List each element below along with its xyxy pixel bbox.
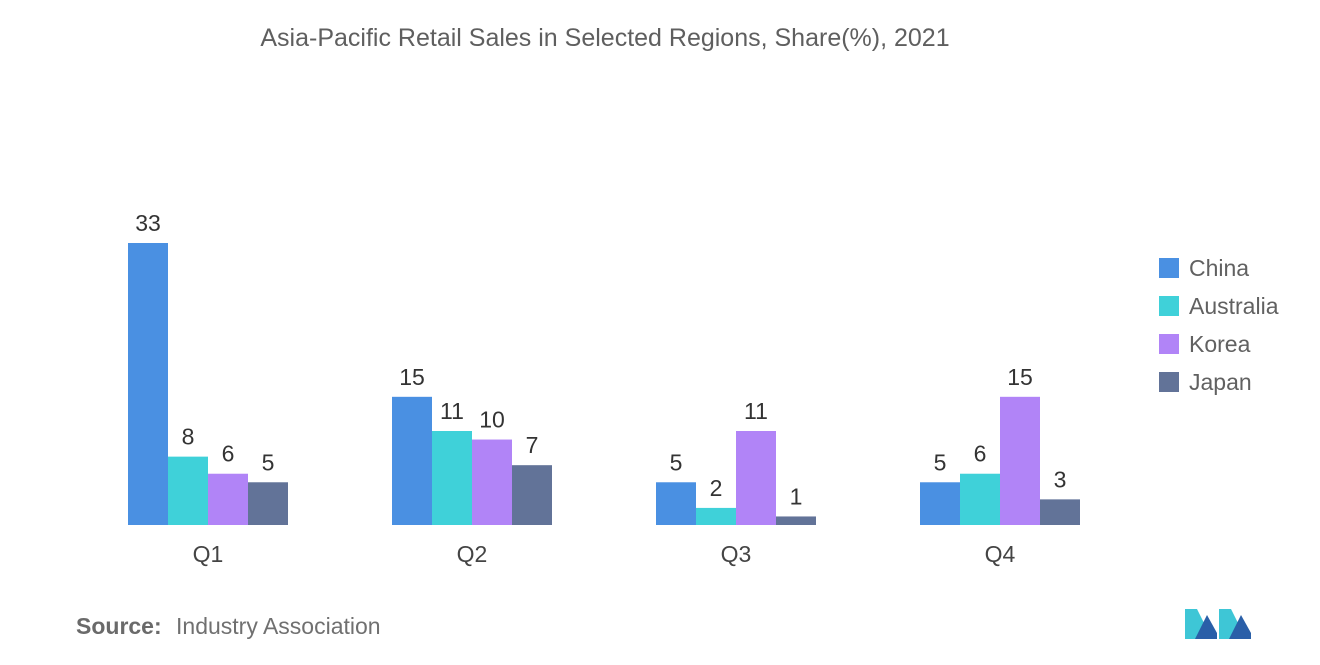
bar-japan-q1 — [248, 482, 288, 525]
x-tick-label-q3: Q3 — [721, 541, 752, 567]
data-label-china-q1: 33 — [135, 210, 161, 236]
data-label-china-q2: 15 — [399, 364, 425, 390]
data-label-australia-q3: 2 — [710, 475, 723, 501]
legend-swatch — [1159, 334, 1179, 354]
bar-korea-q1 — [208, 473, 248, 525]
bar-australia-q2 — [432, 431, 472, 525]
legend-label: Japan — [1189, 368, 1252, 395]
legend-label: Australia — [1189, 292, 1279, 319]
data-label-australia-q2: 11 — [440, 398, 464, 424]
data-label-japan-q1: 5 — [262, 449, 275, 475]
legend-item-australia: Australia — [1159, 287, 1278, 325]
bar-japan-q2 — [512, 465, 552, 525]
chart-title: Asia-Pacific Retail Sales in Selected Re… — [260, 24, 950, 52]
data-label-korea-q4: 15 — [1007, 364, 1033, 390]
mordor-logo-icon — [1185, 609, 1251, 639]
data-label-korea-q3: 11 — [744, 398, 768, 424]
bar-korea-q3 — [736, 431, 776, 525]
bar-korea-q4 — [1000, 396, 1040, 525]
bar-china-q4 — [920, 482, 960, 525]
legend-item-korea: Korea — [1159, 325, 1278, 363]
source-note: Source: Industry Association — [76, 613, 381, 640]
x-tick-label-q4: Q4 — [985, 541, 1016, 567]
x-tick-label-q2: Q2 — [457, 541, 488, 567]
legend: China Australia Korea Japan — [1159, 249, 1278, 401]
bar-japan-q3 — [776, 516, 816, 525]
x-tick-label-q1: Q1 — [193, 541, 224, 567]
legend-label: Korea — [1189, 330, 1251, 357]
data-label-korea-q1: 6 — [222, 441, 235, 467]
data-label-japan-q2: 7 — [526, 432, 539, 458]
data-label-korea-q2: 10 — [479, 407, 505, 433]
legend-swatch — [1159, 258, 1179, 278]
data-label-australia-q4: 6 — [974, 441, 987, 467]
bar-australia-q3 — [696, 507, 736, 525]
legend-item-japan: Japan — [1159, 363, 1278, 401]
source-label: Source: — [76, 613, 162, 639]
bar-china-q3 — [656, 482, 696, 525]
legend-item-china: China — [1159, 249, 1278, 287]
data-label-japan-q4: 3 — [1054, 466, 1067, 492]
data-label-china-q3: 5 — [670, 449, 683, 475]
legend-swatch — [1159, 296, 1179, 316]
bar-china-q1 — [128, 243, 168, 525]
data-label-japan-q3: 1 — [790, 483, 803, 509]
source-text: Industry Association — [176, 613, 381, 639]
bar-australia-q4 — [960, 473, 1000, 525]
legend-swatch — [1159, 372, 1179, 392]
bar-australia-q1 — [168, 456, 208, 525]
data-label-australia-q1: 8 — [182, 424, 195, 450]
bar-korea-q2 — [472, 439, 512, 525]
bar-japan-q4 — [1040, 499, 1080, 525]
legend-label: China — [1189, 254, 1250, 281]
data-label-china-q4: 5 — [934, 449, 947, 475]
bar-china-q2 — [392, 396, 432, 525]
